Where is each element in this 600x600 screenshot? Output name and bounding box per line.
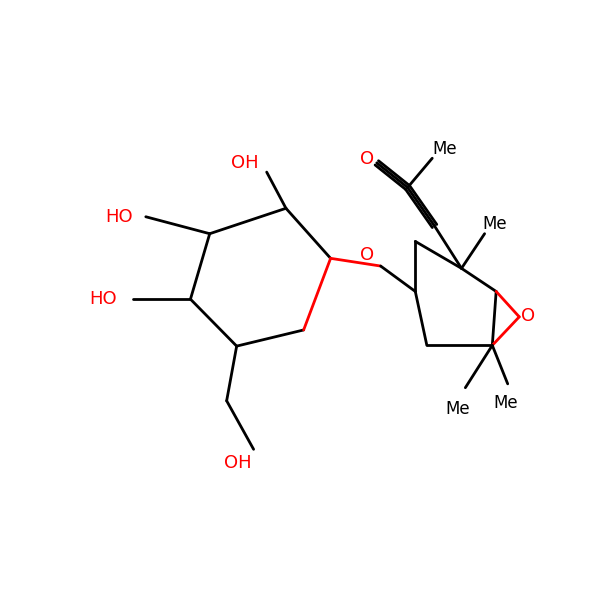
Text: HO: HO [105,208,133,226]
Text: Me: Me [494,394,518,412]
Text: Me: Me [482,215,507,233]
Text: OH: OH [230,154,258,172]
Text: O: O [361,246,374,264]
Text: Me: Me [432,140,457,158]
Text: O: O [521,307,536,325]
Text: OH: OH [224,454,252,472]
Text: HO: HO [89,290,117,308]
Text: O: O [361,150,374,168]
Text: Me: Me [445,400,470,418]
